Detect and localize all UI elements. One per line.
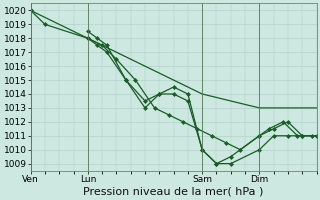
X-axis label: Pression niveau de la mer( hPa ): Pression niveau de la mer( hPa ) — [84, 187, 264, 197]
